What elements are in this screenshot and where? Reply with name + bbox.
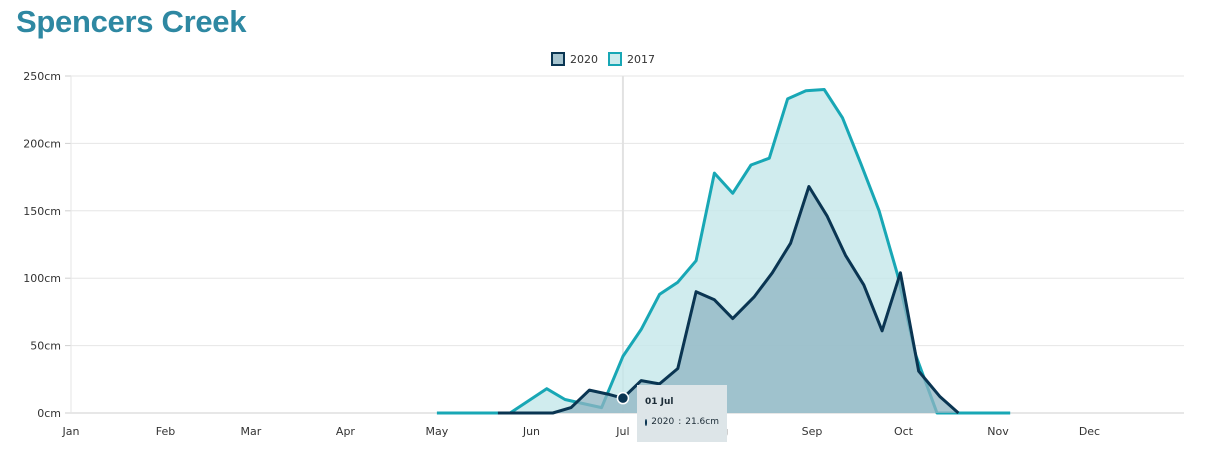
x-tick-label: Mar: [241, 425, 262, 438]
y-tick-label: 0cm: [37, 407, 61, 420]
tooltip-series-dot: [645, 418, 648, 426]
hover-point-marker: [616, 391, 630, 405]
tooltip-series-name: 2020: [651, 417, 675, 427]
series-area-2020: [497, 186, 959, 413]
y-tick-label: 150cm: [23, 205, 61, 218]
x-tick-label: Oct: [894, 425, 914, 438]
legend-swatch-2017: [608, 52, 622, 66]
y-tick-label: 100cm: [23, 272, 61, 285]
y-tick-label: 50cm: [30, 340, 61, 353]
legend-swatch-2020: [551, 52, 565, 66]
x-tick-label: Jul: [615, 425, 629, 438]
legend-label-2020: 2020: [570, 52, 598, 66]
chart-tooltip: 01 Jul 2020: 21.6cm: [637, 385, 727, 442]
x-tick-label: Nov: [987, 425, 1009, 438]
x-tick-label: Sep: [802, 425, 823, 438]
legend-label-2017: 2017: [627, 52, 655, 66]
x-tick-label: Apr: [336, 425, 356, 438]
legend-item-2017[interactable]: 2017: [608, 52, 655, 66]
tooltip-value: 21.6cm: [685, 417, 719, 427]
page-title: Spencers Creek: [16, 4, 247, 39]
x-tick-label: Dec: [1079, 425, 1100, 438]
tooltip-date: 01 Jul: [645, 397, 674, 407]
y-tick-label: 250cm: [23, 70, 61, 83]
x-tick-label: May: [426, 425, 449, 438]
x-tick-label: Jun: [522, 425, 540, 438]
tooltip-colon: :: [678, 417, 682, 427]
legend-item-2020[interactable]: 2020: [551, 52, 598, 66]
x-tick-label: Feb: [156, 425, 175, 438]
tooltip-row: 2020: 21.6cm: [645, 417, 719, 427]
chart-legend: 2020 2017: [0, 52, 1206, 66]
y-tick-label: 200cm: [23, 137, 61, 150]
x-tick-label: Jan: [62, 425, 80, 438]
series-line-2020: [497, 185, 960, 415]
